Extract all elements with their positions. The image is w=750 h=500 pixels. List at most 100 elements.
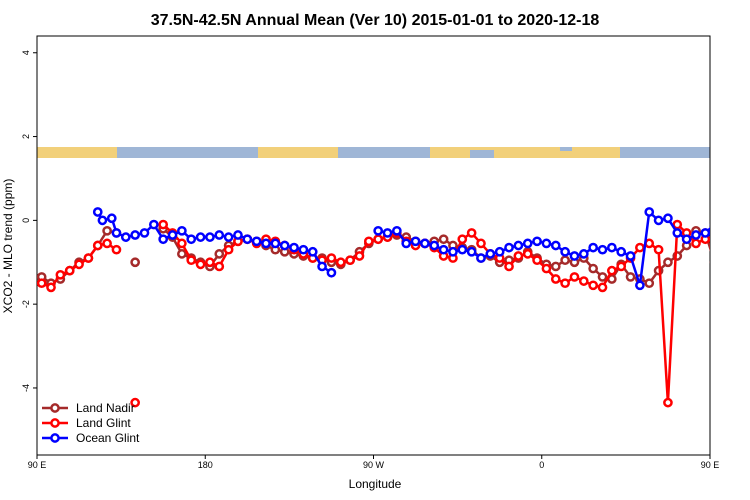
data-point <box>560 246 570 257</box>
data-point <box>597 244 608 255</box>
data-point <box>578 249 589 259</box>
data-point <box>616 246 627 257</box>
y-tick-label: -4 <box>21 384 31 392</box>
data-point <box>550 240 561 251</box>
data-point <box>709 260 710 264</box>
data-point <box>420 238 430 249</box>
x-tick-label: 0 <box>539 460 544 470</box>
data-point <box>504 242 514 253</box>
data-point <box>730 242 737 249</box>
data-point <box>466 228 477 238</box>
data-point <box>691 238 701 249</box>
data-point <box>354 251 365 261</box>
data-point <box>298 244 309 255</box>
data-point <box>46 282 56 293</box>
data-point <box>532 236 542 247</box>
legend-swatch-marker <box>50 403 60 413</box>
data-point <box>195 232 206 242</box>
data-point <box>663 397 673 408</box>
series-layer <box>37 207 737 408</box>
y-tick-label: 2 <box>21 134 31 139</box>
legend-swatch-marker <box>50 418 60 428</box>
data-point <box>597 272 608 282</box>
data-point <box>504 261 514 272</box>
data-point <box>270 238 281 249</box>
data-point <box>550 261 561 272</box>
data-point <box>569 272 580 282</box>
data-point <box>261 238 271 249</box>
data-point <box>92 207 103 217</box>
data-point <box>111 244 122 255</box>
data-point <box>588 263 599 274</box>
data-point <box>635 242 645 253</box>
data-point <box>205 257 215 268</box>
data-point <box>607 265 617 276</box>
y-tick-label: -2 <box>21 300 31 308</box>
data-point <box>541 238 552 249</box>
data-point <box>139 228 150 238</box>
data-point <box>720 234 727 241</box>
data-point <box>106 213 117 224</box>
data-point <box>653 244 664 255</box>
data-point <box>223 232 234 242</box>
data-point <box>691 230 701 240</box>
data-point <box>345 255 355 266</box>
data-point <box>382 228 393 238</box>
data-point <box>730 238 737 245</box>
x-axis: 90 E 180 90 W 0 90 E <box>28 455 720 470</box>
data-point <box>522 249 533 259</box>
data-point <box>476 238 486 249</box>
data-point <box>326 253 337 263</box>
data-point <box>401 238 412 249</box>
data-point <box>663 257 673 268</box>
data-point <box>410 236 421 247</box>
data-point <box>597 282 608 293</box>
data-point <box>214 230 225 240</box>
data-point <box>457 244 468 255</box>
data-point <box>205 232 215 242</box>
data-point <box>289 242 299 253</box>
land-mask-strip <box>37 147 710 158</box>
data-point <box>588 242 599 253</box>
data-point <box>307 246 318 257</box>
y-axis-label: XCO2 - MLO trend (ppm) <box>1 179 15 314</box>
data-point <box>186 255 197 266</box>
data-point <box>335 257 346 268</box>
data-point <box>130 230 140 240</box>
data-point <box>429 240 440 251</box>
data-point <box>326 267 337 278</box>
data-point <box>363 236 374 247</box>
data-point <box>242 234 253 245</box>
data-point <box>186 234 197 245</box>
data-point <box>111 228 122 238</box>
data-point <box>279 240 290 251</box>
legend-item-ocean-glint: Ocean Glint <box>42 431 140 445</box>
data-point <box>130 257 140 268</box>
data-point <box>653 215 664 226</box>
data-point <box>448 246 458 257</box>
x-tick-label: 90 E <box>701 460 720 470</box>
data-point <box>177 238 187 249</box>
legend-item-land-nadir: Land Nadir <box>42 401 135 415</box>
chart-title: 37.5N-42.5N Annual Mean (Ver 10) 2015-01… <box>151 12 600 29</box>
x-axis-label: Longitude <box>349 477 402 491</box>
data-point <box>709 240 710 243</box>
data-point <box>476 253 486 263</box>
data-point <box>569 251 580 261</box>
data-point <box>373 225 384 236</box>
data-point <box>720 234 727 241</box>
data-point <box>560 278 570 289</box>
data-point <box>672 228 683 238</box>
data-point <box>681 234 692 245</box>
data-point <box>251 236 262 247</box>
data-point <box>616 261 627 272</box>
data-point <box>92 240 103 251</box>
data-point <box>550 274 561 284</box>
data-point <box>37 278 47 289</box>
y-axis: 4 2 0 -2 -4 <box>21 50 37 392</box>
legend-label: Land Nadir <box>76 401 135 415</box>
data-point <box>644 207 655 217</box>
data-point <box>588 280 599 291</box>
data-point <box>167 230 178 240</box>
